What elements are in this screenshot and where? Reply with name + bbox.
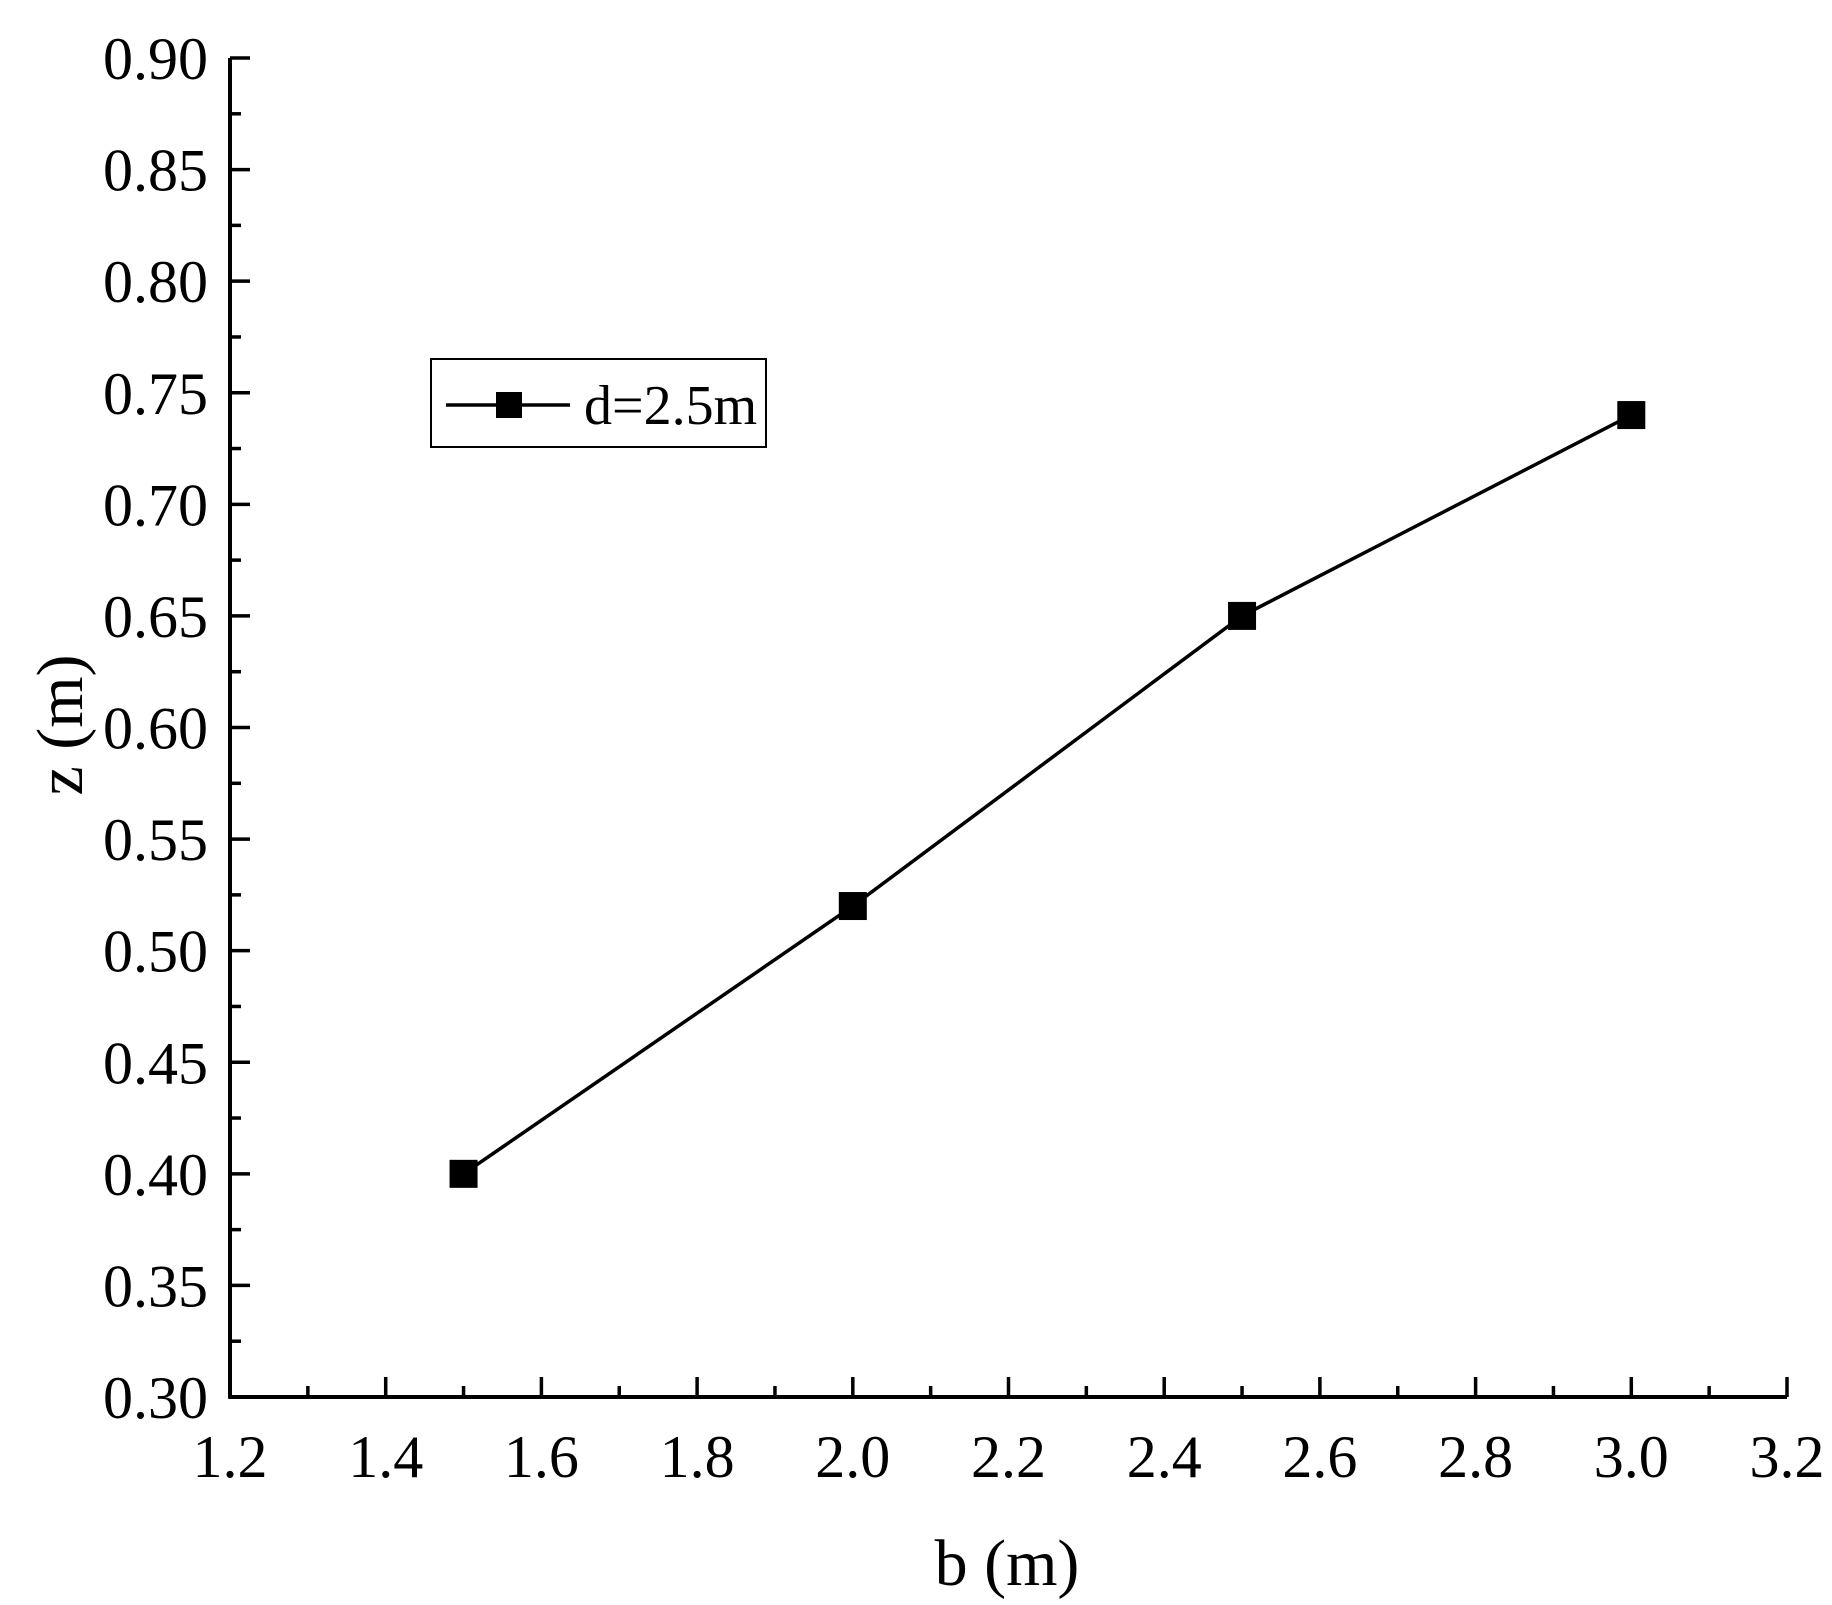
- x-tick-label: 3.2: [1750, 1424, 1825, 1490]
- y-tick-label: 0.85: [103, 138, 208, 204]
- x-tick-label: 1.4: [348, 1424, 423, 1490]
- x-axis-title: b (m): [935, 1527, 1080, 1600]
- series-layer: [449, 401, 1646, 1188]
- axes: [228, 58, 1787, 1399]
- legend-label-d-2-5m: d=2.5m: [584, 375, 757, 437]
- y-tick-label: 0.30: [103, 1365, 208, 1431]
- legend: d=2.5m: [430, 358, 767, 448]
- x-axis-ticks: 1.2 1.4 1.6 1.8 2.0 2.2 2.4 2.6 2.8 3.0 3.2: [193, 1377, 1825, 1490]
- y-axis-ticks: 0.30 0.35 0.40 0.45 0.50 0.55 0.60 0.65 0.70 0.75…: [103, 26, 250, 1431]
- x-tick-label: 2.4: [1127, 1424, 1202, 1490]
- y-tick-label: 0.90: [103, 26, 208, 92]
- series-line: [462, 413, 1633, 1176]
- y-axis-title: z (m): [24, 654, 97, 795]
- x-tick-label: 2.0: [815, 1424, 890, 1490]
- x-tick-label: 1.6: [504, 1424, 579, 1490]
- y-tick-label: 0.55: [103, 807, 208, 873]
- y-tick-label: 0.45: [103, 1030, 208, 1096]
- legend-box: [430, 358, 767, 448]
- data-point-marker: [838, 892, 867, 921]
- y-tick-label: 0.50: [103, 919, 208, 985]
- x-tick-label: 1.2: [193, 1424, 268, 1490]
- data-point-marker: [1228, 601, 1257, 630]
- y-tick-label: 0.60: [103, 696, 208, 762]
- x-tick-label: 1.8: [660, 1424, 735, 1490]
- legend-marker-square: [496, 392, 522, 418]
- y-tick-label: 0.65: [103, 584, 208, 650]
- y-tick-label: 0.75: [103, 361, 208, 427]
- y-tick-label: 0.80: [103, 249, 208, 315]
- data-point-marker: [449, 1159, 478, 1188]
- x-tick-label: 2.8: [1438, 1424, 1513, 1490]
- x-tick-label: 2.2: [971, 1424, 1046, 1490]
- y-tick-label: 0.70: [103, 472, 208, 538]
- x-tick-label: 2.6: [1282, 1424, 1357, 1490]
- x-tick-label: 3.0: [1594, 1424, 1669, 1490]
- y-tick-label: 0.40: [103, 1142, 208, 1208]
- y-tick-label: 0.35: [103, 1253, 208, 1319]
- data-point-marker: [1617, 401, 1646, 430]
